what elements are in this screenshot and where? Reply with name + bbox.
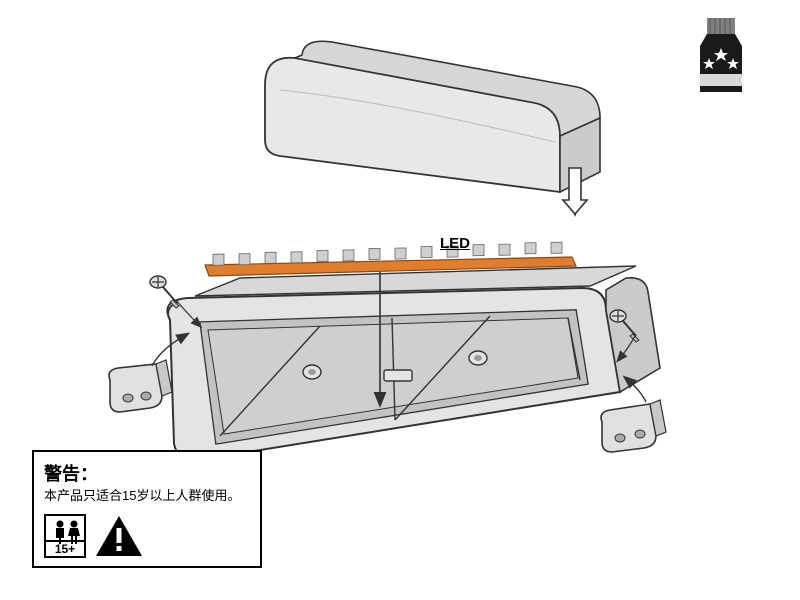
warning-triangle-icon: [94, 514, 144, 558]
led-label: LED: [440, 235, 470, 252]
warning-title: 警告：: [44, 460, 250, 486]
age-label: 15+: [46, 540, 84, 556]
base-part: [167, 266, 660, 460]
cover-part: [265, 41, 600, 192]
age-restriction-icon: 15+: [44, 514, 86, 558]
bracket-left: [109, 360, 172, 412]
warning-box: 警告： 本产品只适合15岁以上人群使用。 15+: [32, 450, 262, 568]
screw-left: [150, 276, 179, 308]
bracket-right: [601, 400, 666, 452]
warning-text: 本产品只适合15岁以上人群使用。: [44, 488, 250, 505]
